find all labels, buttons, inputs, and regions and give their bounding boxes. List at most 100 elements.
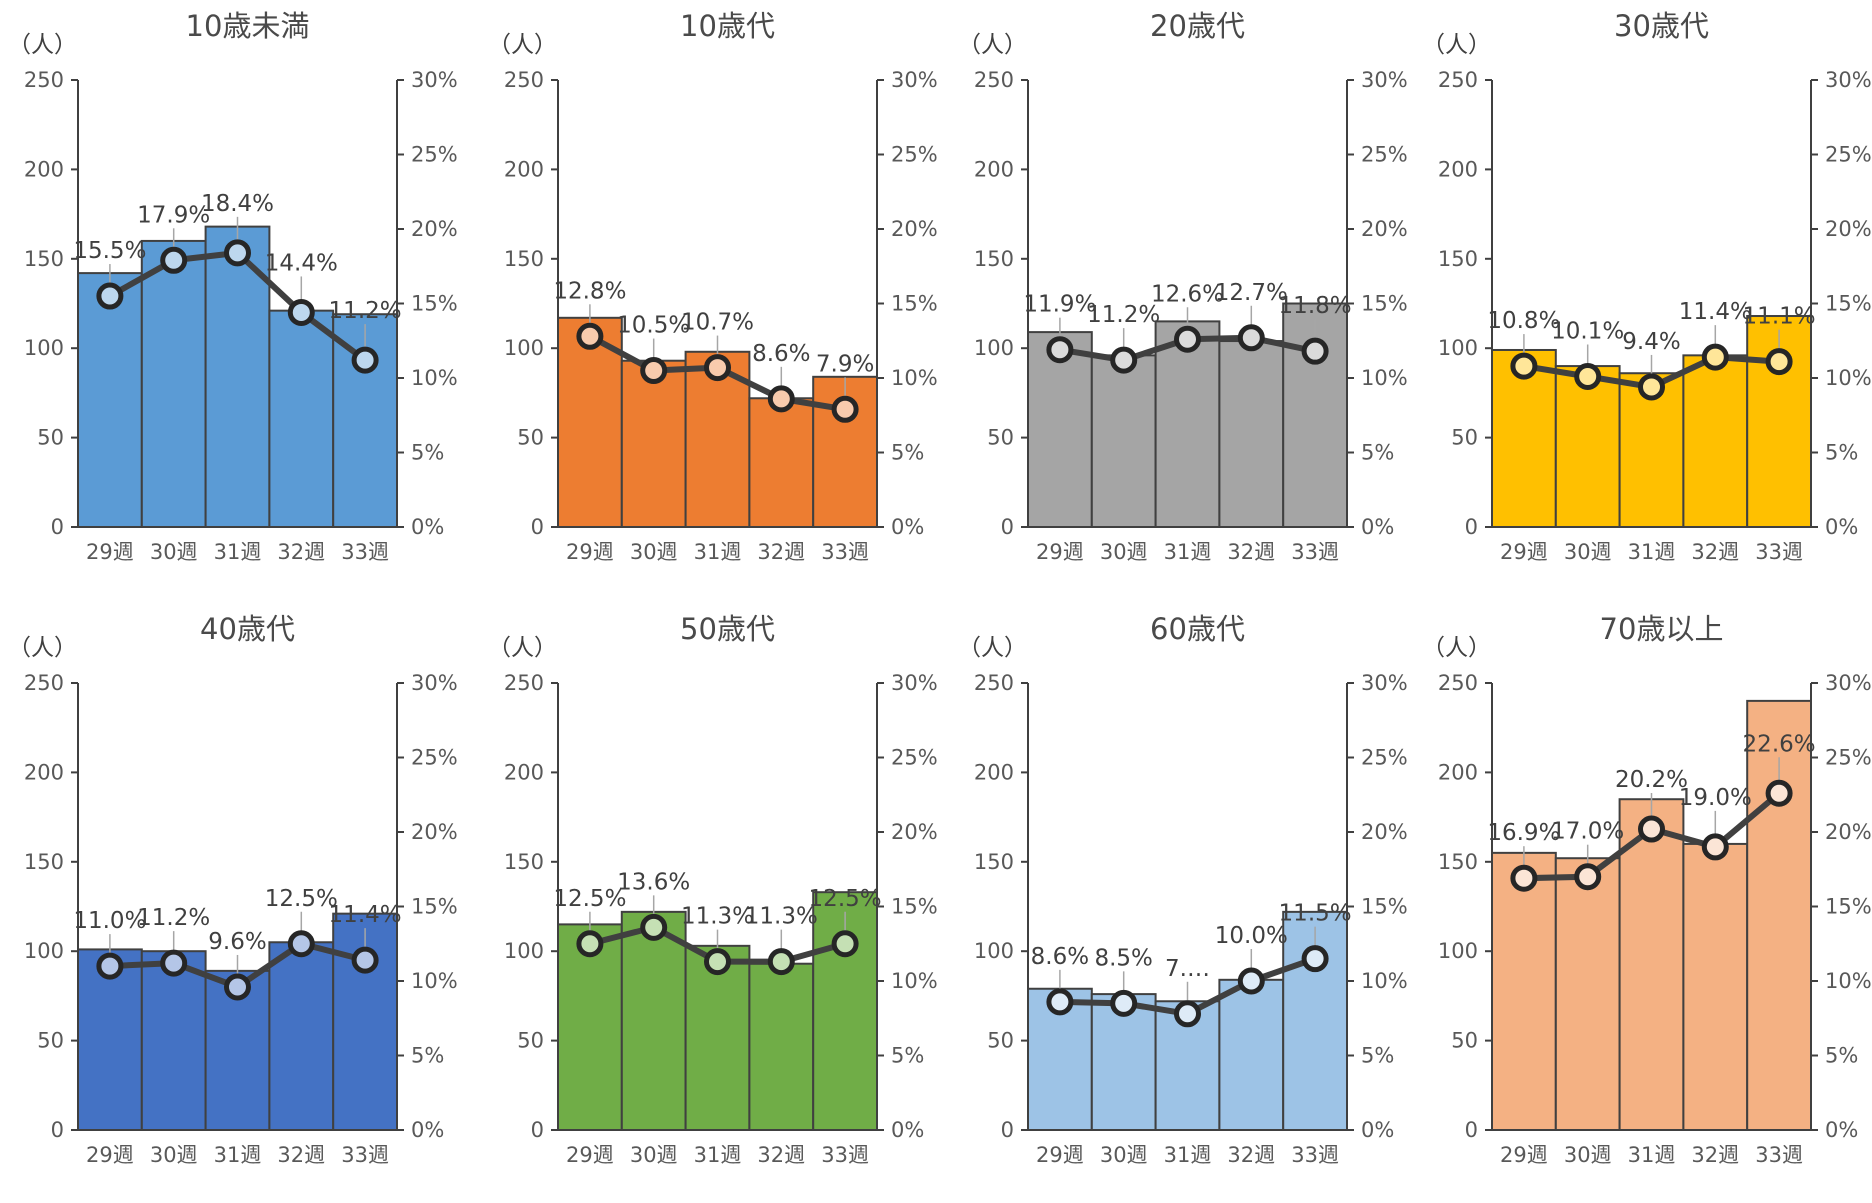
rate-marker (1510, 352, 1538, 380)
right-tick-label: 25% (1825, 746, 1872, 770)
rate-marker (287, 930, 315, 958)
bar (748, 397, 815, 528)
right-tick-label: 0% (891, 515, 924, 539)
rate-marker (351, 346, 379, 374)
left-axis-unit: （人） (958, 635, 1027, 661)
rate-marker (1701, 833, 1729, 861)
chart-grid: 10歳未満 （人） 0 50 100 150 200 250 0% 5% 10% 15% 20% 25% 3… (8, 0, 1872, 1167)
right-tick-label: 10% (891, 969, 938, 993)
data-label: 11.0% (73, 908, 146, 934)
left-tick-label: 200 (974, 157, 1014, 181)
data-label: 12.6% (1151, 281, 1224, 307)
right-tick-label: 15% (1361, 292, 1408, 316)
bar (1554, 857, 1621, 1131)
rate-marker (1574, 363, 1602, 391)
left-axis-unit: （人） (1422, 635, 1491, 661)
left-tick-label: 50 (37, 426, 64, 450)
category-label: 33週 (1291, 540, 1339, 564)
data-label: 11.2% (137, 905, 210, 931)
chart-panel: 60歳代 （人） 0 50 100 150 200 250 0% 5% 10% 15% 20% 25% 30… (950, 603, 1418, 1203)
right-tick-label: 5% (1361, 1044, 1394, 1068)
rate-marker (1237, 324, 1265, 352)
left-axis-unit: （人） (1422, 32, 1491, 58)
data-label: 9.4% (1622, 329, 1680, 355)
data-label: 20.2% (1615, 767, 1688, 793)
category-label: 32週 (1691, 540, 1739, 564)
bar (557, 316, 623, 528)
right-tick-label: 5% (1825, 1044, 1858, 1068)
bar (268, 941, 335, 1132)
rate-marker (224, 239, 251, 267)
chart-panel: 10歳代 （人） 0 50 100 150 200 250 0% 5% 10% 15% 20% 25% 30… (480, 0, 948, 600)
right-tick-label: 5% (411, 441, 444, 465)
rate-marker (287, 298, 315, 326)
rate-marker (576, 930, 604, 958)
left-tick-label: 100 (504, 336, 544, 360)
rate-marker (1638, 815, 1665, 843)
data-label: 12.5% (809, 886, 882, 912)
rate-marker (1174, 325, 1201, 353)
left-tick-label: 200 (1438, 760, 1478, 784)
category-label: 32週 (277, 1143, 325, 1167)
chart-title: 60歳代 (1150, 612, 1245, 646)
rate-marker (1510, 864, 1538, 892)
rate-marker (224, 973, 251, 1001)
bar (684, 944, 751, 1131)
right-tick-label: 30% (891, 68, 938, 92)
right-tick-label: 10% (1361, 366, 1408, 390)
bar (1618, 798, 1685, 1131)
data-label: 17.9% (137, 202, 210, 228)
data-label: 8.6% (752, 341, 810, 367)
rate-marker (704, 948, 731, 976)
rate-marker (96, 952, 124, 980)
data-label: 8.6% (1031, 944, 1089, 970)
category-label: 29週 (1500, 1143, 1548, 1167)
right-tick-label: 0% (411, 515, 444, 539)
data-label: 12.8% (553, 278, 626, 304)
right-tick-label: 10% (411, 366, 458, 390)
right-tick-label: 0% (411, 1118, 444, 1142)
left-tick-label: 150 (974, 247, 1014, 271)
right-tick-label: 25% (1825, 143, 1872, 167)
data-label: 10.0% (1215, 923, 1288, 949)
right-tick-label: 15% (891, 895, 938, 919)
category-label: 30週 (1564, 540, 1612, 564)
rate-marker (1301, 337, 1329, 365)
category-label: 33週 (1755, 1143, 1803, 1167)
category-label: 31週 (1164, 540, 1212, 564)
right-tick-label: 0% (1825, 515, 1858, 539)
right-tick-label: 30% (1825, 68, 1872, 92)
category-label: 31週 (694, 540, 742, 564)
category-label: 33週 (1291, 1143, 1339, 1167)
left-axis-unit: （人） (488, 32, 557, 58)
data-label: 10.1% (1551, 319, 1624, 345)
category-label: 32週 (757, 1143, 805, 1167)
chart-title: 20歳代 (1150, 9, 1245, 43)
category-label: 29週 (86, 540, 134, 564)
left-tick-label: 150 (24, 247, 64, 271)
rate-marker (831, 930, 859, 958)
data-label: 7.… (1165, 956, 1210, 982)
category-label: 30週 (1100, 1143, 1148, 1167)
left-tick-label: 200 (24, 157, 64, 181)
rate-marker (1765, 348, 1793, 376)
chart-svg: 70歳以上 （人） 0 50 100 150 200 250 0% 5% 10% 15% 20% 25% 3… (1422, 612, 1872, 1167)
left-tick-label: 0 (1001, 515, 1014, 539)
left-tick-label: 250 (24, 671, 64, 695)
left-tick-label: 50 (987, 426, 1014, 450)
data-label: 10.8% (1487, 308, 1560, 334)
bar (1154, 320, 1221, 528)
chart-title: 40歳代 (200, 612, 295, 646)
chart-panel: 70歳以上 （人） 0 50 100 150 200 250 0% 5% 10% 15% 20% 25% 3… (1414, 603, 1872, 1203)
right-tick-label: 10% (1825, 969, 1872, 993)
rate-marker (1701, 343, 1729, 371)
data-label: 8.5% (1094, 945, 1152, 971)
left-tick-label: 250 (1438, 68, 1478, 92)
right-tick-label: 25% (411, 746, 458, 770)
left-tick-label: 50 (517, 426, 544, 450)
rate-marker (1765, 779, 1793, 807)
data-label: 11.4% (329, 902, 402, 928)
right-tick-label: 15% (411, 895, 458, 919)
category-label: 33週 (341, 1143, 389, 1167)
rate-marker (767, 948, 795, 976)
